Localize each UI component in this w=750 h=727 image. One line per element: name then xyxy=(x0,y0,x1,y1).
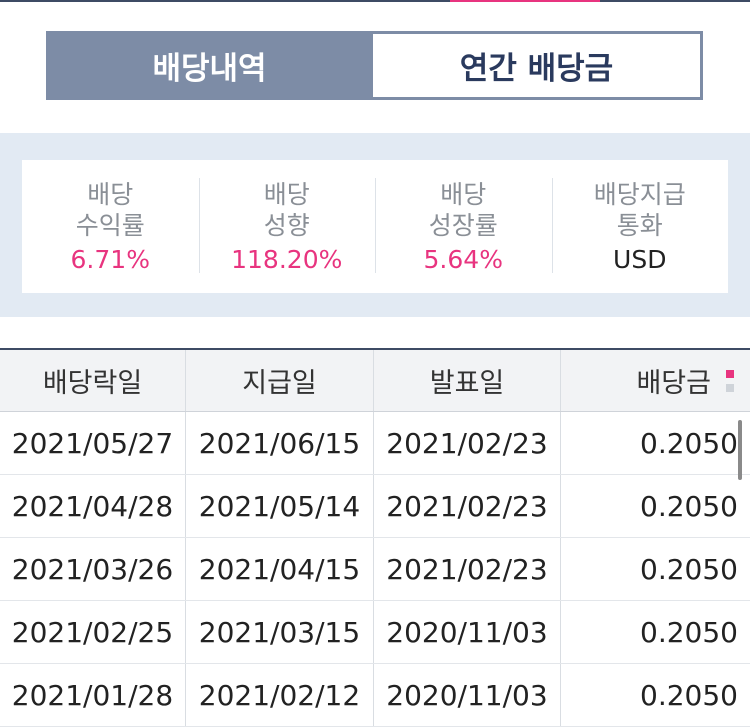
cell-payment-date: 2021/06/15 xyxy=(186,412,374,474)
table-row[interactable]: 2021/03/26 2021/04/15 2021/02/23 0.2050 xyxy=(0,538,750,601)
cell-ex-dividend-date: 2021/04/28 xyxy=(0,475,186,537)
dividend-summary-card: 배당 수익률 6.71% 배당 성향 118.20% 배당 성장률 5.64% … xyxy=(22,160,728,293)
cell-dividend-amount: 0.2050 xyxy=(640,489,738,523)
cell-ex-dividend-date: 2021/01/28 xyxy=(0,664,186,726)
stat-payment-currency: 배당지급 통화 USD xyxy=(551,160,729,293)
stat-value: USD xyxy=(613,245,667,274)
cell-ex-dividend-date: 2021/03/26 xyxy=(0,538,186,600)
stat-dividend-growth: 배당 성장률 5.64% xyxy=(375,160,552,293)
top-accent-bar xyxy=(450,0,600,2)
table-header-row: 배당락일 지급일 발표일 배당금 xyxy=(0,350,750,412)
cell-announcement-date: 2020/11/03 xyxy=(374,601,561,663)
header-dividend-amount-label: 배당금 xyxy=(636,368,711,399)
cell-announcement-date: 2020/11/03 xyxy=(374,664,561,726)
cell-announcement-date: 2021/02/23 xyxy=(374,412,561,474)
dividend-summary-panel: 배당 수익률 6.71% 배당 성향 118.20% 배당 성장률 5.64% … xyxy=(0,133,750,317)
legend-dots-icon xyxy=(726,370,734,398)
tab-annual-dividend[interactable]: 연간 배당금 xyxy=(373,31,703,100)
table-row[interactable]: 2021/04/28 2021/05/14 2021/02/23 0.2050 xyxy=(0,475,750,538)
stat-dividend-yield: 배당 수익률 6.71% xyxy=(22,160,199,293)
cell-payment-date: 2021/05/14 xyxy=(186,475,374,537)
stat-payout-ratio: 배당 성향 118.20% xyxy=(198,160,376,293)
cell-dividend-amount: 0.2050 xyxy=(640,552,738,586)
stat-label: 배당 성장률 xyxy=(428,180,498,240)
tab-bar: 배당내역 연간 배당금 xyxy=(46,31,703,100)
stat-label: 배당 성향 xyxy=(263,180,310,240)
cell-dividend-amount: 0.2050 xyxy=(640,678,738,712)
table-row[interactable]: 2021/05/27 2021/06/15 2021/02/23 0.2050 xyxy=(0,412,750,475)
cell-ex-dividend-date: 2021/02/25 xyxy=(0,601,186,663)
cell-announcement-date: 2021/02/23 xyxy=(374,538,561,600)
stat-label: 배당지급 통화 xyxy=(593,180,686,240)
cell-dividend-amount: 0.2050 xyxy=(640,615,738,649)
header-ex-dividend-date: 배당락일 xyxy=(0,350,186,411)
cell-payment-date: 2021/04/15 xyxy=(186,538,374,600)
header-payment-date: 지급일 xyxy=(186,350,374,411)
header-announcement-date: 발표일 xyxy=(374,350,561,411)
stat-value: 118.20% xyxy=(231,245,343,274)
cell-payment-date: 2021/03/15 xyxy=(186,601,374,663)
cell-announcement-date: 2021/02/23 xyxy=(374,475,561,537)
tab-dividend-history[interactable]: 배당내역 xyxy=(46,31,373,100)
stat-label: 배당 수익률 xyxy=(75,180,145,240)
cell-ex-dividend-date: 2021/05/27 xyxy=(0,412,186,474)
cell-dividend-amount: 0.2050 xyxy=(640,426,738,460)
stat-value: 6.71% xyxy=(70,245,150,274)
cell-payment-date: 2021/02/12 xyxy=(186,664,374,726)
dividend-table[interactable]: 배당락일 지급일 발표일 배당금 2021/05/27 2021/06/15 2… xyxy=(0,348,750,727)
table-scrollbar[interactable] xyxy=(738,420,742,480)
table-row[interactable]: 2021/02/25 2021/03/15 2020/11/03 0.2050 xyxy=(0,601,750,664)
top-divider xyxy=(0,0,750,2)
header-dividend-amount: 배당금 xyxy=(561,350,750,411)
table-row[interactable]: 2021/01/28 2021/02/12 2020/11/03 0.2050 xyxy=(0,664,750,727)
stat-value: 5.64% xyxy=(423,245,503,274)
